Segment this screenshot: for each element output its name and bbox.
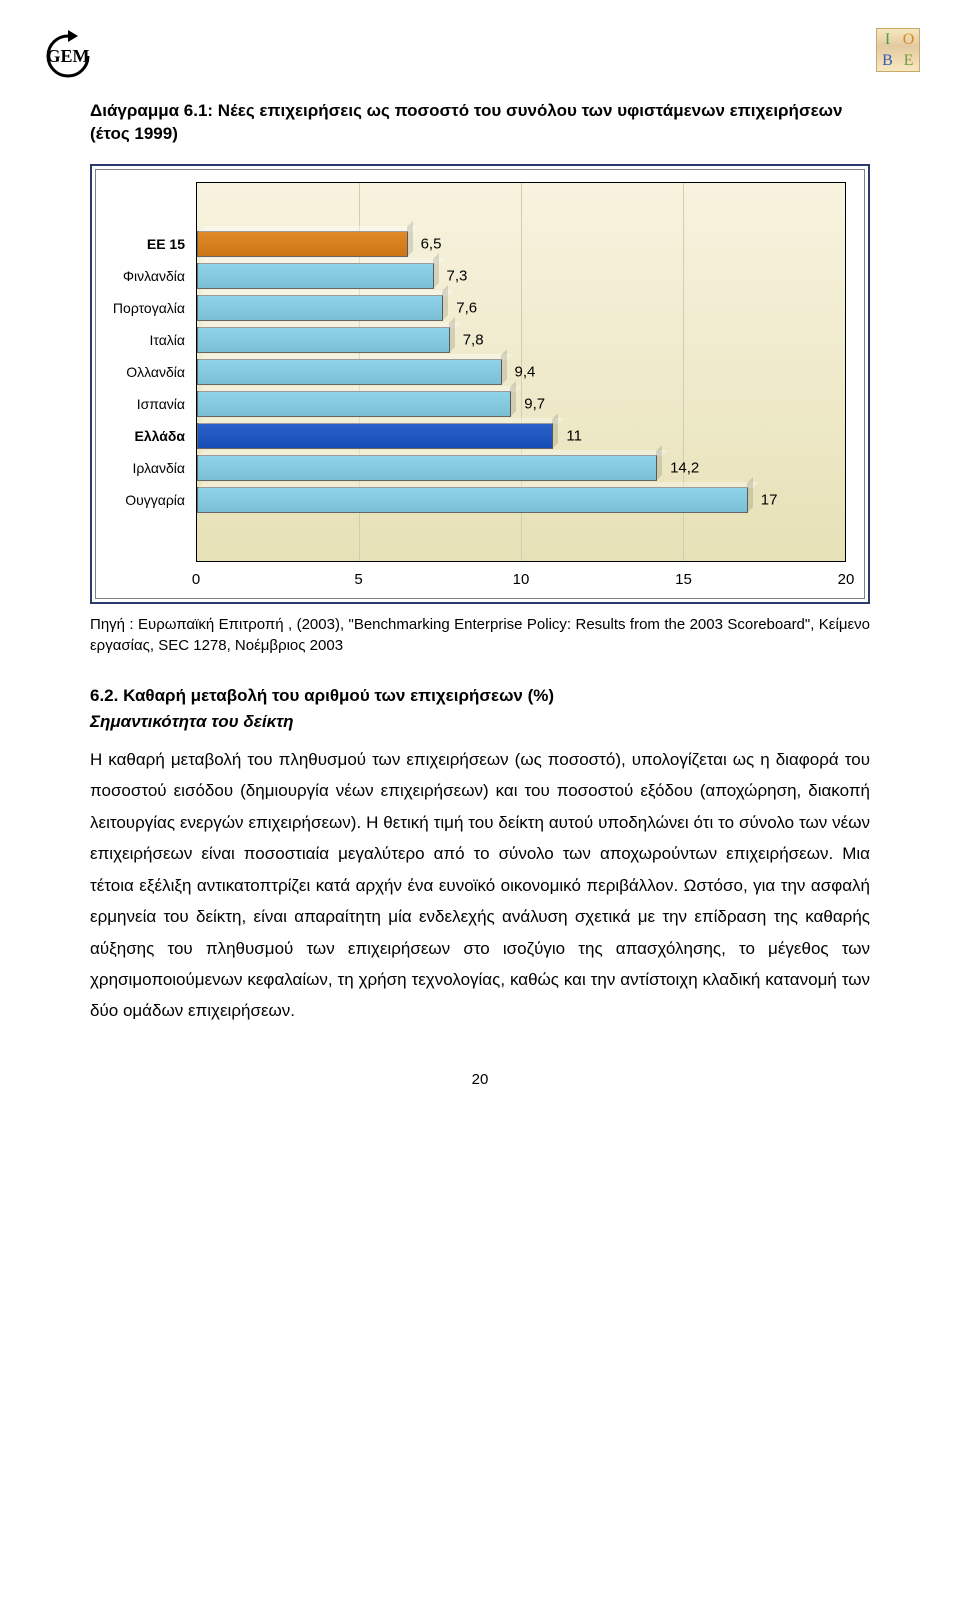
page-header: GEM I O B E <box>40 28 920 84</box>
bar: 7,3 <box>197 263 434 289</box>
bar: 9,4 <box>197 359 502 385</box>
bar: 11 <box>197 423 553 449</box>
y-category-label: Ιρλανδία <box>133 460 185 476</box>
bar: 7,8 <box>197 327 450 353</box>
gem-logo-text: GEM <box>47 46 90 67</box>
bar-value-label: 7,8 <box>463 331 484 348</box>
gem-logo: GEM <box>40 28 96 84</box>
page-number: 20 <box>90 1071 870 1088</box>
y-category-label: Ιταλία <box>149 332 185 348</box>
y-category-label: Ολλανδία <box>126 364 185 380</box>
x-tick: 20 <box>838 571 855 588</box>
y-category-label: Φινλανδία <box>123 268 185 284</box>
body-paragraph: Η καθαρή μεταβολή του πληθυσμού των επιχ… <box>90 744 870 1027</box>
y-category-label: Πορτογαλία <box>113 300 185 316</box>
y-category-label: Ελλάδα <box>135 428 185 444</box>
bar-value-label: 14,2 <box>670 459 699 476</box>
bar: 9,7 <box>197 391 511 417</box>
x-tick: 5 <box>354 571 362 588</box>
x-tick: 10 <box>513 571 530 588</box>
bar-value-label: 9,4 <box>515 363 536 380</box>
bar-value-label: 6,5 <box>421 236 442 253</box>
bar: 14,2 <box>197 455 657 481</box>
bar: 6,5 <box>197 231 408 257</box>
y-category-label: Ουγγαρία <box>125 492 185 508</box>
bar: 17 <box>197 487 748 513</box>
bar-value-label: 17 <box>761 491 778 508</box>
bar: 7,6 <box>197 295 443 321</box>
iobe-logo: I O B E <box>876 28 920 72</box>
iobe-letter: I <box>877 29 898 50</box>
y-category-label: Ισπανία <box>137 396 185 412</box>
bar-value-label: 9,7 <box>524 395 545 412</box>
section-subhead: Σημαντικότητα του δείκτη <box>90 712 870 732</box>
chart: ΕΕ 15 Φινλανδία Πορτογαλία Ιταλία Ολλανδία Ισ… <box>95 169 865 599</box>
bar-value-label: 7,3 <box>447 268 468 285</box>
chart-frame: ΕΕ 15 Φινλανδία Πορτογαλία Ιταλία Ολλανδία Ισ… <box>90 164 870 604</box>
bar-value-label: 11 <box>566 427 582 444</box>
iobe-letter: O <box>898 29 919 50</box>
x-tick: 0 <box>192 571 200 588</box>
iobe-letter: E <box>898 50 919 71</box>
y-category-label: ΕΕ 15 <box>147 236 185 252</box>
bar-value-label: 7,6 <box>456 300 477 317</box>
section-heading: 6.2. Καθαρή μεταβολή του αριθμού των επι… <box>90 686 870 706</box>
figure-caption: Διάγραμμα 6.1: Νέες επιχειρήσεις ως ποσο… <box>90 100 870 146</box>
iobe-letter: B <box>877 50 898 71</box>
x-tick: 15 <box>675 571 692 588</box>
source-text: Πηγή : Ευρωπαϊκή Επιτροπή , (2003), "Ben… <box>90 614 870 656</box>
